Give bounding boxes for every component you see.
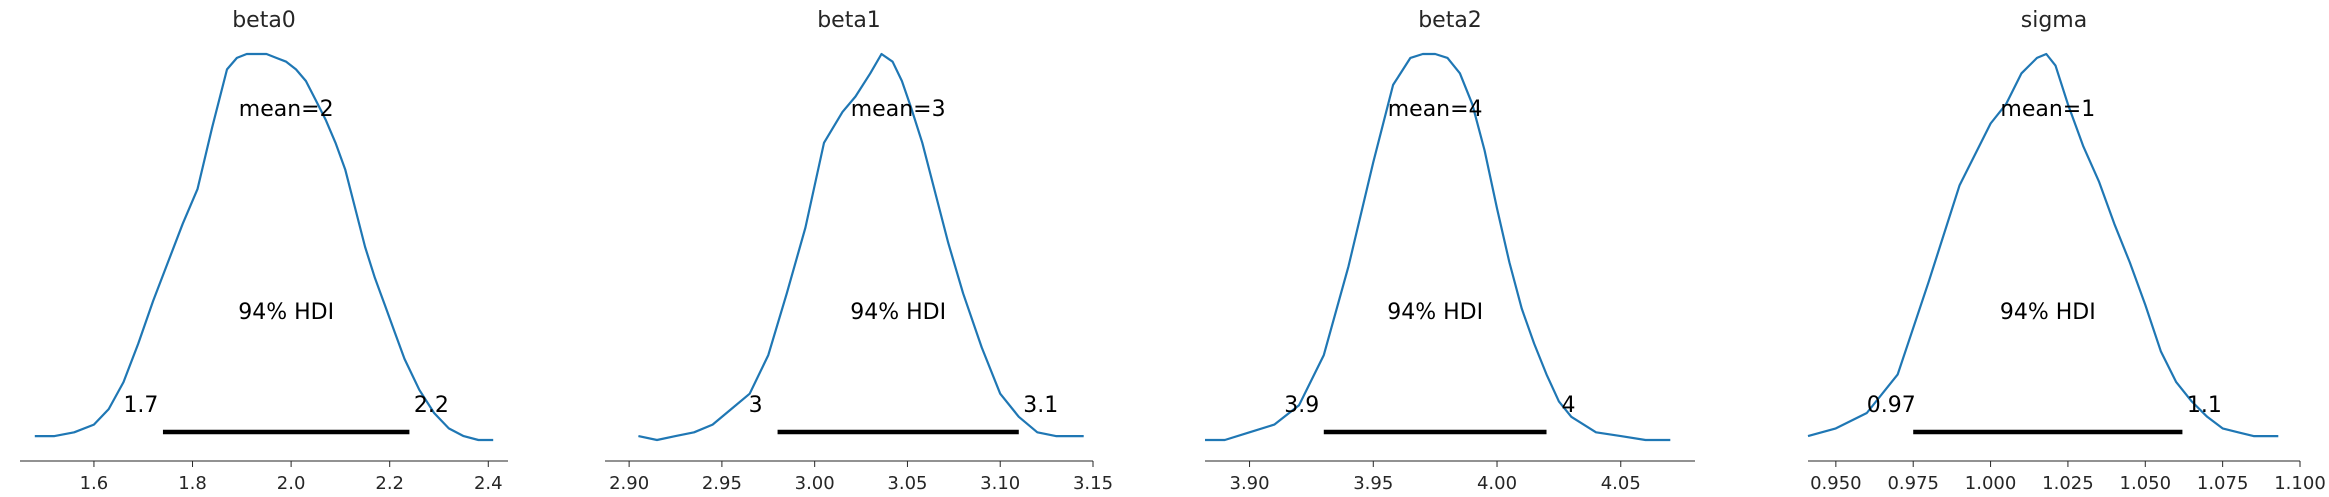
x-tick-label: 1.000 [1965, 473, 2017, 494]
mean-label: mean=4 [1388, 97, 1483, 122]
x-tick-label: 2.2 [375, 473, 404, 494]
x-tick-label: 3.90 [1230, 473, 1270, 494]
hdi-high-label: 1.1 [2187, 393, 2222, 418]
x-tick-label: 2.90 [609, 473, 649, 494]
hdi-low-label: 0.97 [1867, 393, 1916, 418]
mean-label: mean=1 [2000, 97, 2095, 122]
panel-title: beta2 [1418, 8, 1482, 33]
hdi-label: 94% HDI [1387, 300, 1483, 325]
panel-sigma: sigma mean=1 94% HDI 0.97 1.1 0.950 0.975 1.000… [1807, 8, 2326, 494]
density-curve [1807, 52, 2279, 438]
hdi-high-label: 2.2 [414, 393, 449, 418]
hdi-label: 94% HDI [2000, 300, 2096, 325]
x-tick-label: 2.0 [277, 473, 306, 494]
hdi-low-label: 1.7 [123, 393, 158, 418]
density-curve [638, 52, 1084, 442]
x-tick-label: 4.05 [1601, 473, 1641, 494]
density-curve [1205, 52, 1671, 442]
panel-beta1: beta1 mean=3 94% HDI 3 3.1 2.90 2.95 3.00 3.05 3.… [605, 8, 1113, 494]
mean-label: mean=3 [851, 97, 946, 122]
x-tick-label: 3.00 [795, 473, 835, 494]
panel-title: beta0 [232, 8, 296, 33]
x-tick-label: 1.050 [2120, 473, 2172, 494]
x-tick-label: 0.950 [1810, 473, 1862, 494]
mean-label: mean=2 [239, 97, 334, 122]
hdi-label: 94% HDI [238, 300, 334, 325]
x-tick-label: 3.05 [887, 473, 927, 494]
x-tick-label: 1.8 [178, 473, 207, 494]
density-curve [34, 52, 494, 442]
x-tick-label: 4.00 [1477, 473, 1517, 494]
hdi-low-label: 3 [749, 393, 763, 418]
hdi-low-label: 3.9 [1284, 393, 1319, 418]
hdi-label: 94% HDI [850, 300, 946, 325]
x-tick-label: 0.975 [1887, 473, 1939, 494]
x-tick-label: 2.4 [474, 473, 503, 494]
x-tick-label: 3.15 [1073, 473, 1113, 494]
x-tick-label: 1.075 [2197, 473, 2249, 494]
panel-beta0: beta0 mean=2 94% HDI 1.7 2.2 1.6 1.8 2.0 2.2 2.4 [20, 8, 508, 494]
x-tick-label: 1.025 [2042, 473, 2094, 494]
panel-beta2: beta2 mean=4 94% HDI 3.9 4 3.90 3.95 4.00 4.05 [1205, 8, 1695, 494]
x-tick-label: 2.95 [702, 473, 742, 494]
x-tick-label: 3.10 [980, 473, 1020, 494]
panel-title: sigma [2021, 8, 2087, 33]
x-tick-label: 1.100 [2274, 473, 2326, 494]
x-tick-label: 1.6 [80, 473, 109, 494]
panel-title: beta1 [817, 8, 881, 33]
hdi-high-label: 4 [1562, 393, 1576, 418]
x-tick-label: 3.95 [1353, 473, 1393, 494]
hdi-high-label: 3.1 [1023, 393, 1058, 418]
